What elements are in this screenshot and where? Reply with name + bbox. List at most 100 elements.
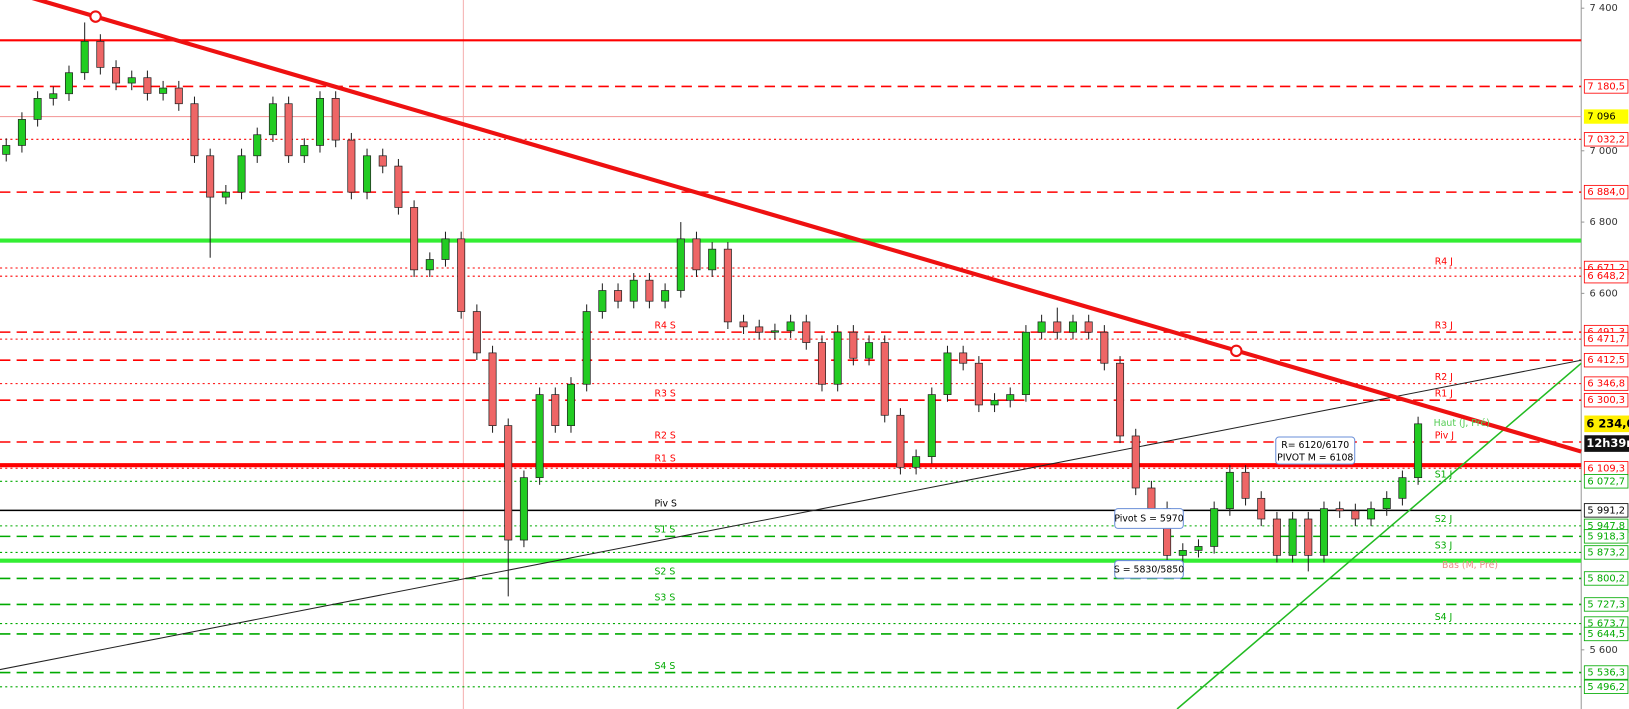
- candle-body: [535, 394, 544, 479]
- price-label: 5 644,5: [1587, 629, 1625, 640]
- level-tag: S4 S: [655, 661, 676, 672]
- candle-body: [221, 191, 230, 198]
- candle-body: [959, 352, 968, 364]
- y-tick-label: 7 000: [1590, 146, 1618, 157]
- level-tag: S2 S: [655, 567, 676, 578]
- candle-body: [974, 362, 983, 406]
- price-box: [1583, 184, 1629, 200]
- level-tag: S2 J: [1435, 514, 1453, 525]
- candle-body: [551, 394, 560, 426]
- price-label: 6 300,3: [1587, 395, 1625, 406]
- price-label: 6 471,7: [1587, 334, 1625, 345]
- current-price-box: [1584, 415, 1629, 433]
- candle-body: [64, 72, 73, 95]
- price-label: 5 918,3: [1587, 531, 1625, 542]
- candle-body: [1194, 546, 1203, 551]
- candle-body: [990, 399, 999, 406]
- candle-body: [1257, 497, 1266, 520]
- candle-body: [708, 248, 717, 271]
- price-box: [1583, 331, 1629, 347]
- candle-body: [237, 155, 246, 193]
- candle-body: [1021, 331, 1030, 395]
- candle-body: [159, 87, 168, 94]
- box-text: S = 5830/5850: [1114, 564, 1184, 575]
- candle-body: [378, 155, 387, 167]
- candle-body: [1225, 471, 1234, 510]
- box-text: PIVOT M = 6108: [1277, 452, 1353, 463]
- candle-body: [190, 103, 199, 157]
- candle-body: [943, 352, 952, 395]
- candles: [2, 22, 1423, 597]
- candle-body: [1147, 487, 1156, 510]
- box: [1114, 508, 1184, 529]
- price-label: 5 991,2: [1587, 505, 1625, 516]
- level-tag: R1 S: [655, 453, 676, 464]
- trendline-anchor[interactable]: [89, 10, 102, 23]
- price-box: [1583, 109, 1629, 124]
- price-box: [1583, 376, 1629, 391]
- candle-body: [880, 342, 889, 416]
- trendline-red: [31, 0, 1582, 454]
- candle-body: [614, 290, 623, 302]
- level-tag: R4 J: [1435, 256, 1453, 267]
- candle-body: [723, 248, 732, 323]
- price-label: 6 648,2: [1587, 271, 1625, 282]
- annotation: Bas (M, Pré): [1442, 560, 1498, 571]
- candle-body: [1335, 508, 1344, 512]
- candle-body: [347, 139, 356, 193]
- price-label: 5 947,8: [1587, 521, 1625, 532]
- candle-body: [425, 259, 434, 271]
- candle-body: [143, 77, 152, 94]
- level-tag: Piv S: [655, 499, 678, 510]
- price-label: 5 496,2: [1587, 682, 1625, 693]
- candle-body: [849, 331, 858, 359]
- candle-body: [566, 383, 575, 426]
- box: [1275, 436, 1356, 465]
- candle-body: [1382, 497, 1391, 510]
- candle-body: [1241, 471, 1250, 499]
- annotation-box: R= 6120/6170 PIVOT M = 6108: [1275, 436, 1356, 465]
- price-box: [1583, 597, 1629, 612]
- box: [1114, 560, 1184, 579]
- candle-body: [519, 477, 528, 541]
- level-tag: R2 J: [1435, 372, 1453, 383]
- candle-body: [598, 290, 607, 312]
- candle-body: [1351, 510, 1360, 520]
- trendline-anchor[interactable]: [1230, 344, 1243, 358]
- candle-body: [1398, 477, 1407, 499]
- box-text: R= 6120/6170: [1281, 440, 1349, 451]
- price-box: [1583, 503, 1629, 518]
- candle-body: [268, 103, 277, 136]
- candle-body: [927, 394, 936, 457]
- price-box: [1583, 545, 1629, 560]
- price-label: 5 536,3: [1587, 668, 1625, 679]
- candle-body: [331, 98, 340, 141]
- price-label: 5 800,2: [1587, 573, 1625, 584]
- candle-body: [253, 134, 262, 157]
- candle-body: [1116, 362, 1125, 437]
- candle-body: [1178, 550, 1187, 556]
- candle-body: [833, 331, 842, 385]
- box-text: Pivot S = 5970: [1114, 514, 1183, 525]
- trendline-green: [1176, 362, 1582, 709]
- level-tag: R4 S: [655, 320, 676, 331]
- price-axis: 7 400 7 000 6 800 6 600 5 600 7 180,5 7 096 7 0…: [1581, 3, 1629, 694]
- candle-body: [582, 311, 591, 385]
- candle-body: [363, 155, 372, 193]
- annotation-box: S = 5830/5850: [1114, 560, 1184, 579]
- y-tick-label: 6 800: [1590, 217, 1618, 228]
- price-label: 6 671,2: [1587, 263, 1625, 274]
- candle-body: [315, 98, 324, 146]
- level-tag: R1 J: [1435, 388, 1453, 399]
- price-label: 6 346,8: [1587, 379, 1625, 390]
- candle-body: [472, 311, 481, 354]
- candle-body: [912, 456, 921, 468]
- timer: 12h39m: [1586, 436, 1629, 450]
- price-label: 6 072,7: [1587, 476, 1625, 487]
- candle-body: [629, 279, 638, 302]
- price-label: 6 412,5: [1587, 355, 1625, 366]
- candle-body: [1272, 518, 1281, 556]
- candle-body: [96, 40, 105, 68]
